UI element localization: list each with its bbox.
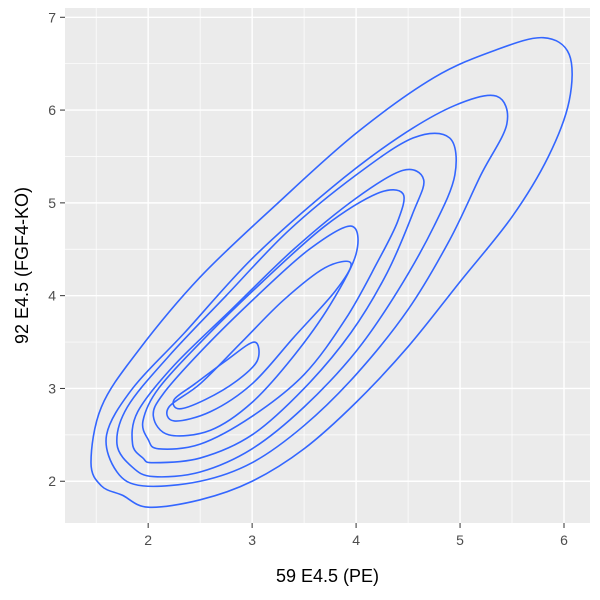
contour-line-level-3 <box>116 132 457 478</box>
contour-line-level-8 <box>172 341 260 410</box>
contour-line-level-4 <box>131 168 425 464</box>
y-tick-label: 3 <box>48 380 56 396</box>
x-tick-label: 3 <box>248 532 256 548</box>
x-tick-label: 5 <box>456 532 464 548</box>
y-axis-title: 92 E4.5 (FGF4-KO) <box>12 187 32 344</box>
y-tick-label: 2 <box>48 473 56 489</box>
x-tick-label: 2 <box>144 532 152 548</box>
contour-lines <box>90 36 573 509</box>
contour-line-level-7 <box>166 260 352 422</box>
contour-line-level-6 <box>152 225 359 437</box>
y-axis: 2 3 4 5 6 7 <box>48 9 65 489</box>
contour-line-level-2 <box>105 94 509 488</box>
y-tick-label: 6 <box>48 102 56 118</box>
x-tick-label: 6 <box>560 532 568 548</box>
x-axis: 2 3 4 5 6 <box>144 523 568 548</box>
x-axis-title: 59 E4.5 (PE) <box>276 566 379 586</box>
y-tick-label: 4 <box>48 288 56 304</box>
plot-panel <box>65 8 590 523</box>
x-tick-label: 4 <box>352 532 360 548</box>
contour-line-level-5 <box>141 189 405 450</box>
y-tick-label: 5 <box>48 195 56 211</box>
y-tick-label: 7 <box>48 9 56 25</box>
grid-major <box>65 8 590 523</box>
contour-line-level-1 <box>90 36 573 509</box>
